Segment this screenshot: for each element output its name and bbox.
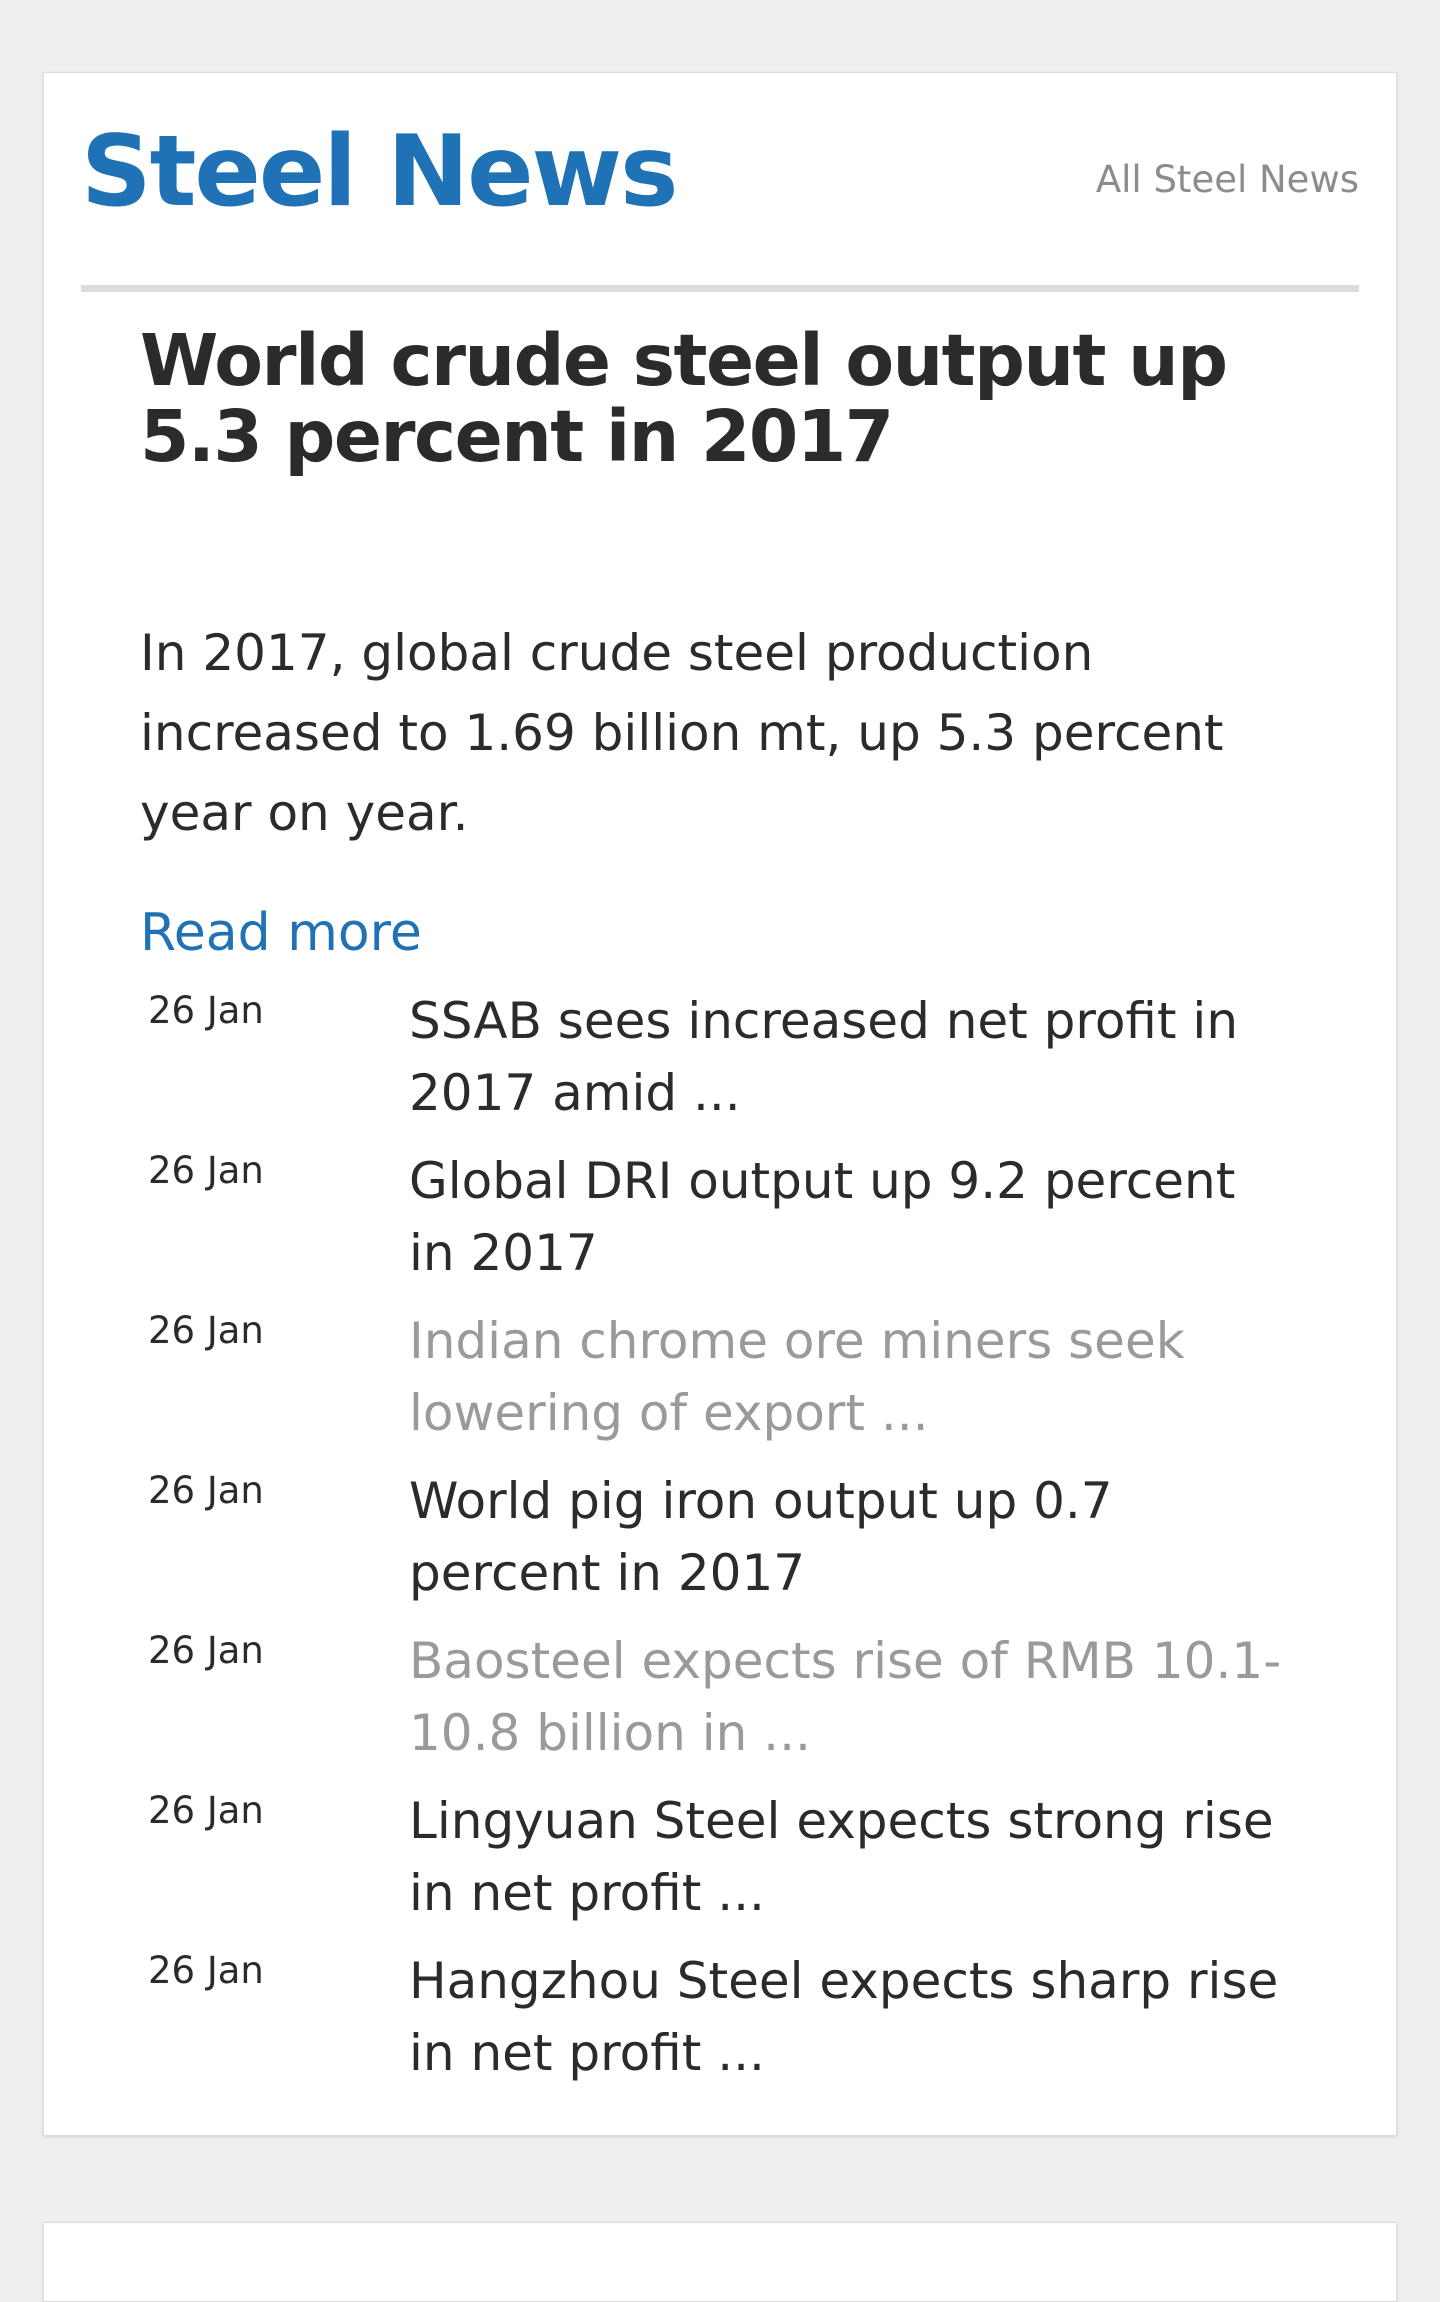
news-date: 26 Jan: [148, 1949, 264, 1992]
news-list-item: 26 Jan Lingyuan Steel expects strong ris…: [148, 1785, 1348, 1945]
news-title-link[interactable]: Lingyuan Steel expects strong rise in ne…: [409, 1792, 1274, 1922]
news-title-link[interactable]: Baosteel expects rise of RMB 10.1-10.8 b…: [409, 1632, 1282, 1762]
news-title-link[interactable]: World pig iron output up 0.7 percent in …: [409, 1472, 1113, 1602]
news-list-item: 26 Jan Baosteel expects rise of RMB 10.1…: [148, 1625, 1348, 1785]
news-date: 26 Jan: [148, 1309, 264, 1352]
news-date: 26 Jan: [148, 1629, 264, 1672]
read-more-link[interactable]: Read more: [140, 903, 422, 963]
news-title-link[interactable]: Indian chrome ore miners seek lowering o…: [409, 1312, 1185, 1442]
steel-news-card: Steel News All Steel News World crude st…: [43, 72, 1397, 2136]
news-date: 26 Jan: [148, 1789, 264, 1832]
news-list-item: 26 Jan Global DRI output up 9.2 percent …: [148, 1145, 1348, 1305]
card-header: Steel News All Steel News: [81, 73, 1359, 292]
news-title-link[interactable]: Global DRI output up 9.2 percent in 2017: [409, 1152, 1236, 1282]
news-list: 26 Jan SSAB sees increased net profit in…: [148, 985, 1348, 2105]
news-date: 26 Jan: [148, 1149, 264, 1192]
news-title-link[interactable]: SSAB sees increased net profit in 2017 a…: [409, 992, 1239, 1122]
news-date: 26 Jan: [148, 989, 264, 1032]
section-title: Steel News: [81, 115, 678, 229]
next-card: [43, 2222, 1397, 2302]
news-date: 26 Jan: [148, 1469, 264, 1512]
news-list-item: 26 Jan Indian chrome ore miners seek low…: [148, 1305, 1348, 1465]
featured-headline[interactable]: World crude steel output up 5.3 percent …: [140, 319, 1228, 478]
news-list-item: 26 Jan Hangzhou Steel expects sharp rise…: [148, 1945, 1348, 2105]
news-list-item: 26 Jan SSAB sees increased net profit in…: [148, 985, 1348, 1145]
featured-summary: In 2017, global crude steel production i…: [140, 624, 1224, 842]
news-title-link[interactable]: Hangzhou Steel expects sharp rise in net…: [409, 1952, 1279, 2082]
all-steel-news-link[interactable]: All Steel News: [1095, 158, 1359, 201]
news-list-item: 26 Jan World pig iron output up 0.7 perc…: [148, 1465, 1348, 1625]
